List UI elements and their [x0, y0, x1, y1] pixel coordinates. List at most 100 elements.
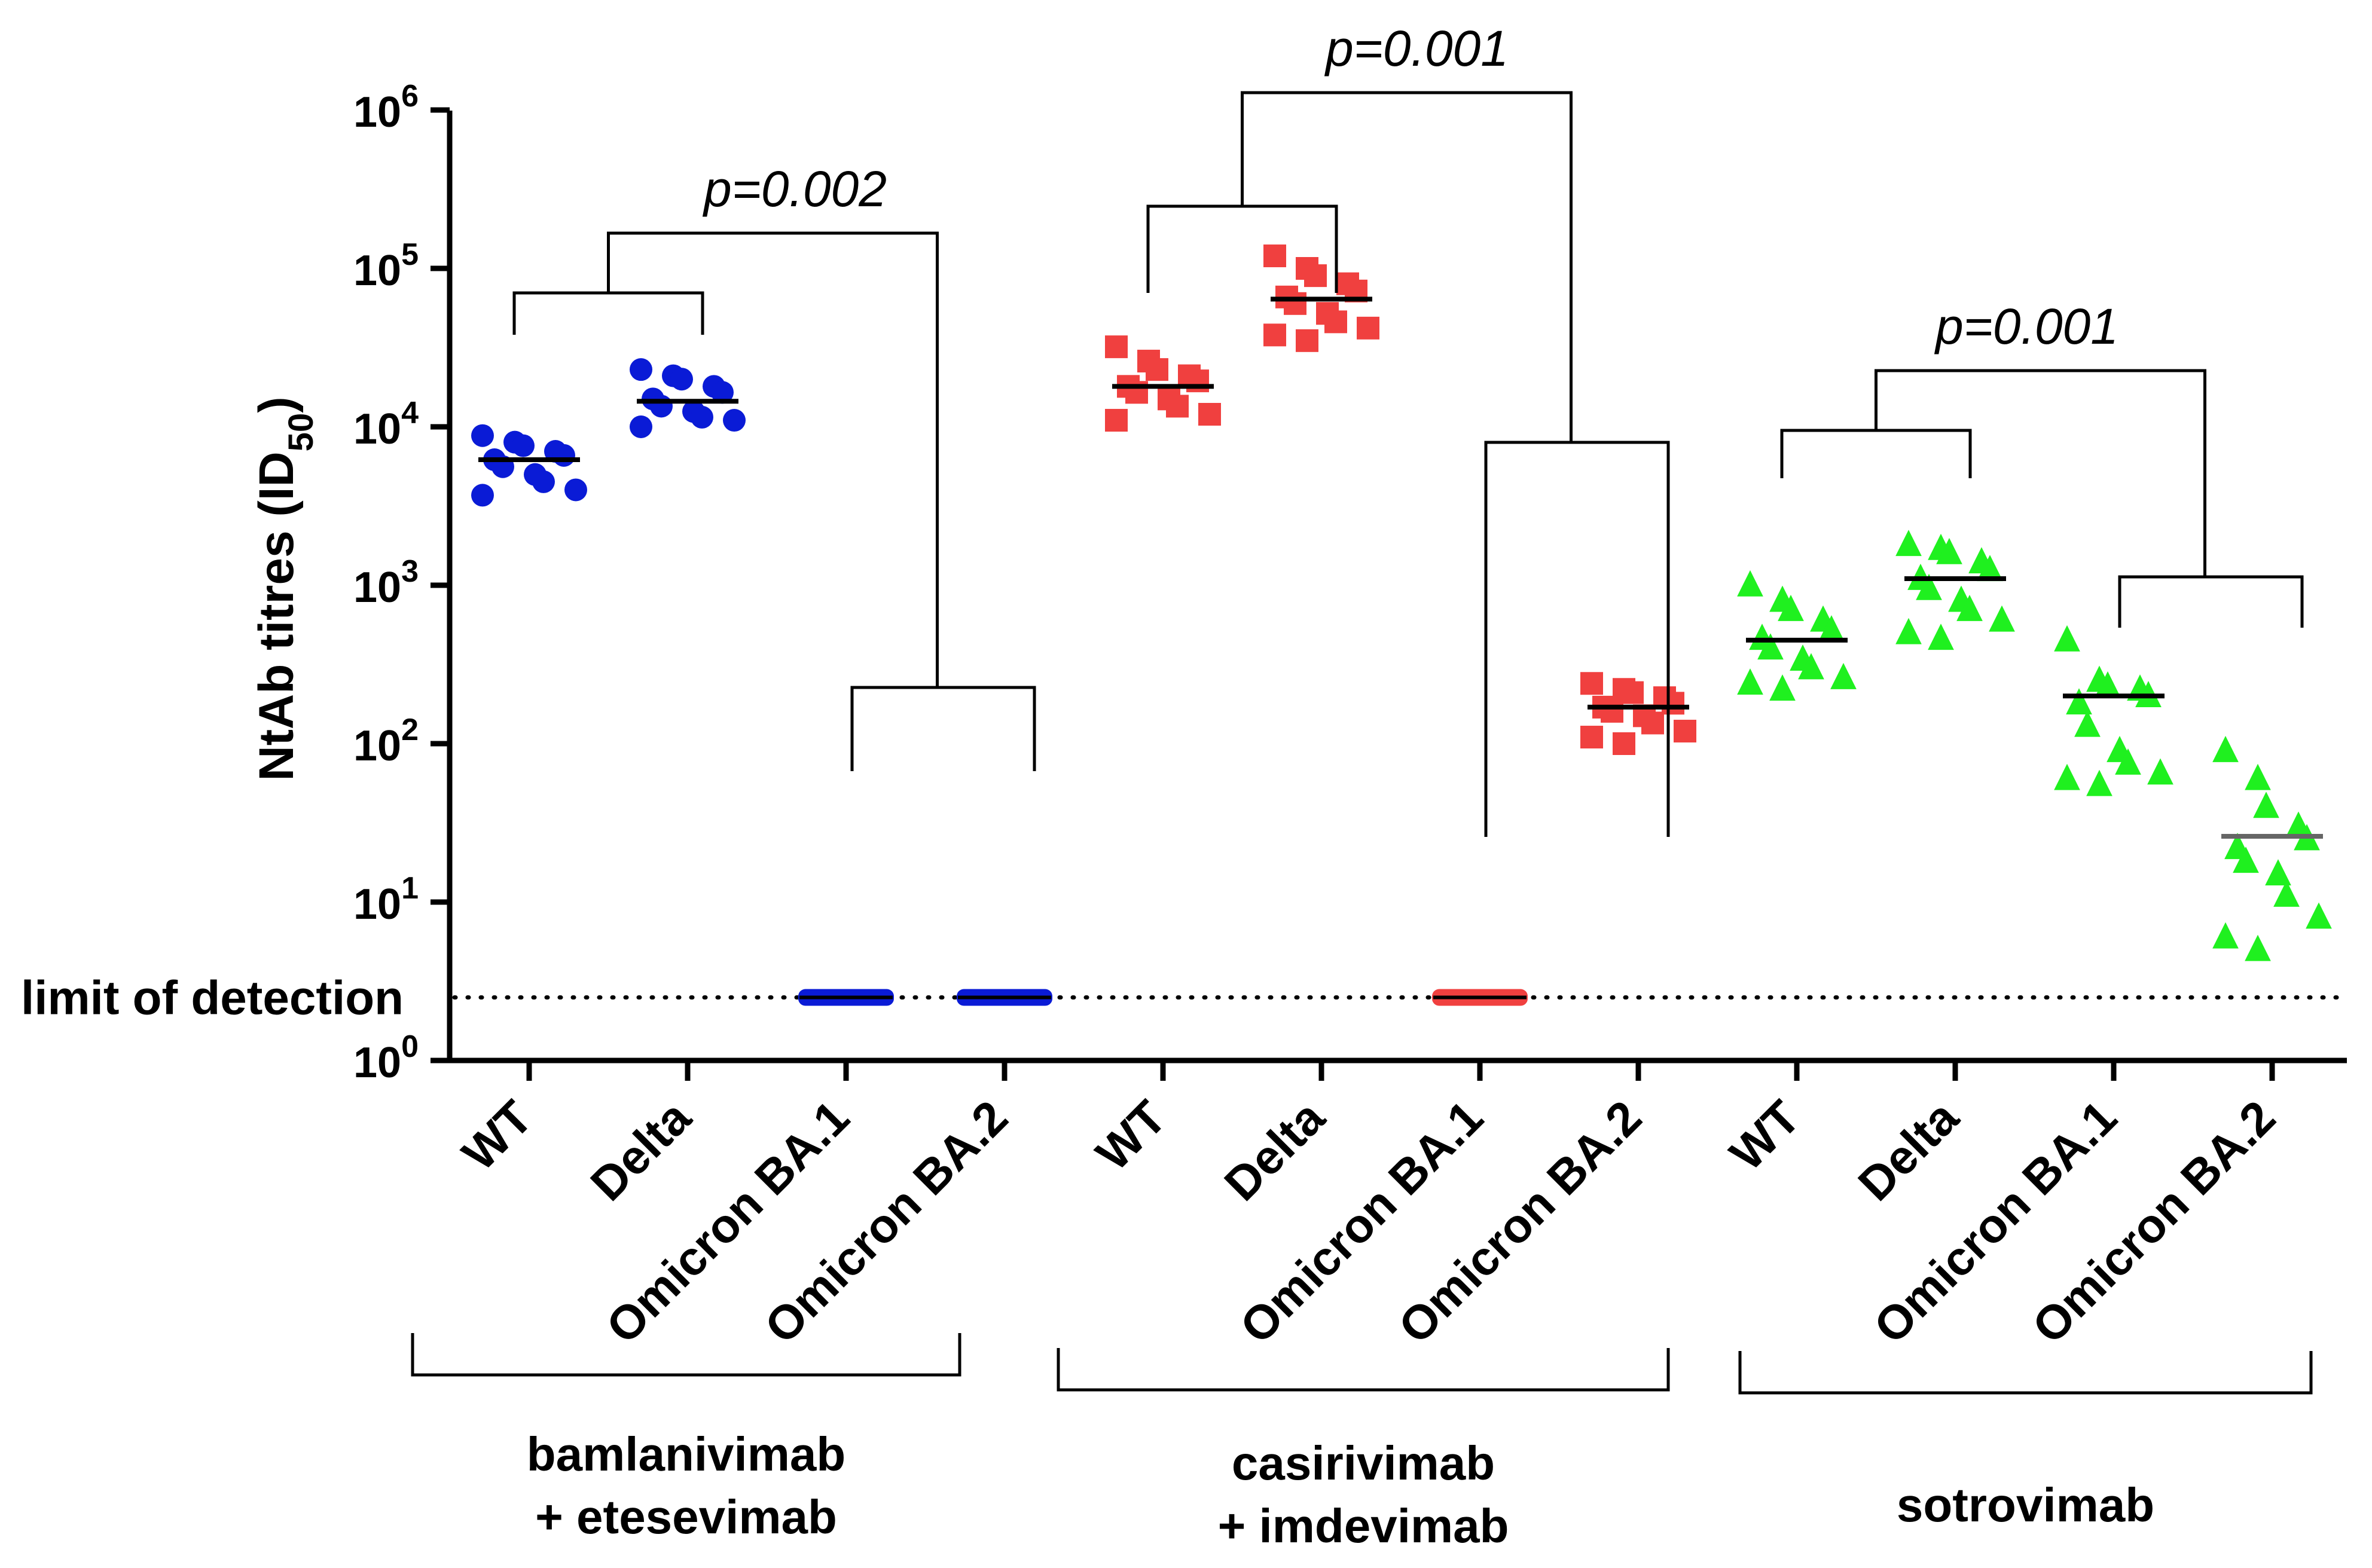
data-point-11-2	[2253, 791, 2279, 818]
y-tick-exp: 0	[401, 1029, 419, 1064]
data-point-5-8	[1324, 310, 1347, 334]
comparison-brackets: p=0.002 p=0.001 p=0.001	[512, 20, 2304, 837]
y-axis-label: NtAb titres (ID50)	[249, 396, 320, 781]
x-ticks	[526, 1060, 2275, 1081]
svg-text:NtAb titres (ID50): NtAb titres (ID50)	[249, 396, 320, 781]
y-tick-exp: 6	[401, 79, 419, 114]
category-label-9: Delta	[1848, 1090, 1969, 1211]
group-bracket-0	[411, 1333, 961, 1377]
data-point-10-9	[2147, 758, 2173, 785]
y-tick-exp: 4	[401, 396, 419, 430]
group-label-line2-0: + etesevimab	[535, 1490, 837, 1543]
data-point-7-9	[1674, 720, 1696, 743]
group-label-line2-1: + imdevimab	[1218, 1499, 1509, 1552]
data-point-0-2	[512, 434, 535, 457]
y-tick-base: 10	[353, 405, 401, 453]
data-point-11-1	[2245, 763, 2271, 790]
data-point-1-6	[650, 395, 673, 418]
y-tick-label-6: 106	[353, 79, 419, 136]
data-point-1-0	[630, 358, 652, 381]
data-point-9-10	[1895, 618, 1922, 644]
p-value-0: p=0.002	[702, 161, 887, 217]
bracket-top-1	[1241, 91, 1573, 442]
data-point-0-8	[532, 470, 555, 493]
data-point-7-8	[1641, 711, 1664, 735]
limit-of-detection-label: limit of detection	[21, 971, 404, 1025]
bracket-right-1	[1484, 441, 1670, 837]
data-point-4-8	[1166, 395, 1189, 418]
data-point-7-11	[1613, 732, 1635, 755]
data-point-9-11	[1928, 623, 1954, 650]
category-label-0: WT	[452, 1090, 542, 1181]
bracket-left-0	[512, 291, 704, 335]
y-tick-exp: 1	[401, 871, 419, 906]
data-point-0-9	[564, 478, 587, 502]
group-label-1: casirivimab	[1232, 1436, 1495, 1490]
data-point-5-9	[1357, 316, 1379, 340]
data-point-7-2	[1621, 681, 1644, 704]
group-labels: bamlanivimab + etesevimab casirivimab + imd…	[527, 1428, 2154, 1552]
data-point-7-4	[1662, 692, 1684, 715]
data-point-8-9	[1830, 662, 1857, 689]
bracket-top-0	[607, 231, 939, 687]
data-point-1-2	[670, 368, 693, 391]
data-point-1-8	[691, 405, 713, 429]
y-tick-label-3: 103	[353, 554, 419, 612]
data-point-8-4	[1818, 615, 1845, 642]
y-axis-label-close: )	[249, 396, 304, 412]
data-point-11-9	[2306, 902, 2332, 929]
data-points	[471, 244, 2332, 961]
data-point-10-5	[2066, 688, 2092, 715]
data-point-4-2	[1146, 358, 1168, 381]
data-point-10-11	[2086, 769, 2112, 796]
data-point-9-8	[1956, 594, 1983, 621]
y-tick-base: 10	[353, 722, 401, 770]
y-tick-label-5: 105	[353, 237, 419, 295]
data-point-5-6	[1284, 292, 1306, 315]
group-bracket-2	[1738, 1351, 2313, 1395]
data-point-5-10	[1263, 323, 1286, 347]
data-point-4-9	[1198, 403, 1221, 426]
data-point-8-11	[1769, 674, 1796, 701]
data-point-8-0	[1737, 570, 1763, 597]
y-tick-label-4: 104	[353, 396, 419, 453]
data-point-11-0	[2212, 736, 2239, 762]
data-point-9-9	[1989, 605, 2015, 632]
data-point-4-4	[1186, 369, 1209, 393]
data-point-11-10	[2212, 922, 2239, 949]
data-point-5-2	[1304, 264, 1327, 288]
y-tick-exp: 2	[401, 713, 419, 747]
data-point-8-8	[1798, 653, 1824, 680]
category-label-8: WT	[1720, 1090, 1810, 1181]
bracket-right-0	[850, 686, 1036, 771]
median-lines	[478, 297, 2323, 1006]
y-axis-label-text: NtAb titres (ID	[249, 451, 304, 781]
data-point-0-4	[552, 444, 575, 467]
data-point-8-10	[1737, 668, 1763, 695]
data-point-1-10	[630, 415, 652, 438]
y-tick-label-2: 102	[353, 713, 419, 770]
data-point-1-9	[723, 409, 746, 432]
data-point-10-0	[2054, 625, 2080, 652]
data-point-7-6	[1601, 699, 1623, 723]
group-label-2: sotrovimab	[1897, 1478, 2154, 1532]
y-tick-label-0: 100	[353, 1029, 419, 1087]
y-tick-exp: 3	[401, 554, 419, 589]
bracket-top-2	[1875, 369, 2206, 577]
bracket-right-2	[2118, 575, 2304, 628]
y-tick-base: 10	[353, 88, 401, 136]
data-point-10-2	[2095, 671, 2121, 698]
data-point-11-6	[2233, 846, 2259, 873]
data-point-8-6	[1757, 633, 1784, 660]
data-point-9-6	[1916, 573, 1942, 600]
data-point-7-10	[1580, 726, 1603, 749]
group-bracket-1	[1057, 1348, 1670, 1392]
y-tick-base: 10	[353, 564, 401, 612]
data-point-1-4	[711, 381, 734, 404]
data-point-11-7	[2265, 859, 2291, 886]
y-tick-base: 10	[353, 1039, 401, 1087]
data-point-11-11	[2245, 934, 2271, 961]
